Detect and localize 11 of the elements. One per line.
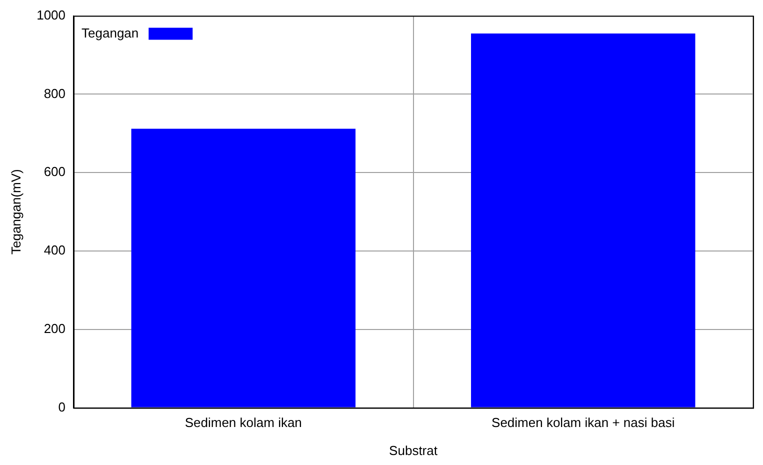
x-axis-title: Substrat — [389, 442, 438, 458]
y-tick-label: 0 — [58, 399, 66, 414]
y-tick-label: 200 — [44, 320, 66, 336]
y-tick-label: 600 — [44, 164, 66, 180]
y-tick-label: 1000 — [36, 7, 66, 22]
y-tick-label: 400 — [44, 242, 66, 258]
x-tick-label: Sedimen kolam ikan + nasi basi — [492, 415, 675, 430]
x-tick-label: Sedimen kolam ikan — [184, 415, 302, 430]
y-axis-title: Tegangan(mV) — [8, 169, 24, 254]
legend-label: Tegangan — [82, 25, 139, 40]
y-tick-label: 800 — [44, 86, 66, 101]
